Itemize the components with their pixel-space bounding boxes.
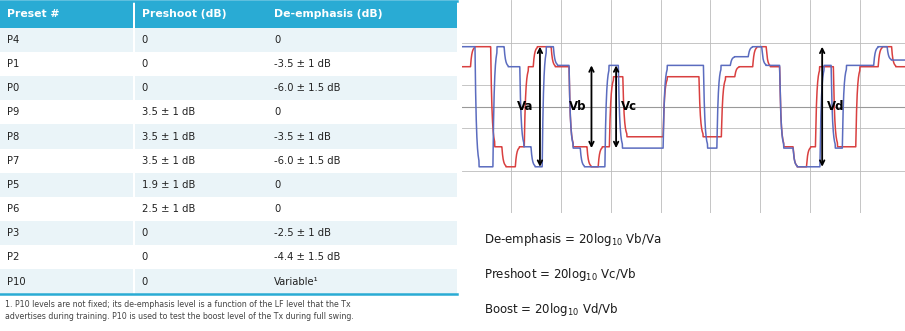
Bar xyxy=(0,124,132,149)
Text: -2.5 ± 1 dB: -2.5 ± 1 dB xyxy=(274,228,331,238)
Text: -3.5 ± 1 dB: -3.5 ± 1 dB xyxy=(274,131,331,142)
Bar xyxy=(267,197,457,221)
Text: P7: P7 xyxy=(7,156,19,166)
Text: P1: P1 xyxy=(7,59,19,69)
Bar xyxy=(135,149,267,173)
Bar xyxy=(267,221,457,245)
Text: 3.5 ± 1 dB: 3.5 ± 1 dB xyxy=(142,156,195,166)
Bar xyxy=(0,100,132,124)
Bar xyxy=(267,28,457,52)
Bar xyxy=(267,124,457,149)
Bar xyxy=(0,269,132,294)
Bar xyxy=(135,221,267,245)
Text: 0: 0 xyxy=(274,107,281,118)
Text: Vd: Vd xyxy=(826,100,844,113)
Text: De-emphasis (dB): De-emphasis (dB) xyxy=(274,9,383,19)
Bar xyxy=(0,173,132,197)
Text: Va: Va xyxy=(517,100,533,113)
Text: Vb: Vb xyxy=(568,100,586,113)
Text: Vc: Vc xyxy=(621,100,637,113)
Text: 0: 0 xyxy=(142,252,148,262)
Bar xyxy=(0,245,132,269)
Text: De-emphasis = 20log$_{10}$ Vb/Va: De-emphasis = 20log$_{10}$ Vb/Va xyxy=(484,231,662,248)
Text: 1. P10 levels are not fixed; its de-emphasis level is a function of the LF level: 1. P10 levels are not fixed; its de-emph… xyxy=(5,300,354,321)
Text: Preshoot (dB): Preshoot (dB) xyxy=(142,9,226,19)
Text: 1.9 ± 1 dB: 1.9 ± 1 dB xyxy=(142,180,195,190)
Text: -3.5 ± 1 dB: -3.5 ± 1 dB xyxy=(274,59,331,69)
Bar xyxy=(0,1,132,28)
Bar xyxy=(0,76,132,100)
Bar xyxy=(0,221,132,245)
Text: Preshoot = 20log$_{10}$ Vc/Vb: Preshoot = 20log$_{10}$ Vc/Vb xyxy=(484,266,636,283)
Bar xyxy=(0,52,132,76)
Text: 3.5 ± 1 dB: 3.5 ± 1 dB xyxy=(142,107,195,118)
Text: -6.0 ± 1.5 dB: -6.0 ± 1.5 dB xyxy=(274,83,340,93)
Text: P8: P8 xyxy=(7,131,19,142)
Bar xyxy=(135,28,267,52)
Bar xyxy=(267,245,457,269)
Text: 2.5 ± 1 dB: 2.5 ± 1 dB xyxy=(142,204,195,214)
Text: P3: P3 xyxy=(7,228,19,238)
Bar xyxy=(0,197,132,221)
Bar xyxy=(135,269,267,294)
Text: 0: 0 xyxy=(142,276,148,287)
Text: P9: P9 xyxy=(7,107,19,118)
Text: P6: P6 xyxy=(7,204,19,214)
Text: P2: P2 xyxy=(7,252,19,262)
Bar xyxy=(135,197,267,221)
Text: 0: 0 xyxy=(274,180,281,190)
Bar xyxy=(267,76,457,100)
Bar xyxy=(267,100,457,124)
Bar xyxy=(135,1,267,28)
Bar xyxy=(135,124,267,149)
Bar xyxy=(135,100,267,124)
Text: P5: P5 xyxy=(7,180,19,190)
Text: 0: 0 xyxy=(142,35,148,45)
Bar xyxy=(135,173,267,197)
Text: Boost = 20log$_{10}$ Vd/Vb: Boost = 20log$_{10}$ Vd/Vb xyxy=(484,301,618,318)
Text: Variable¹: Variable¹ xyxy=(274,276,319,287)
Bar xyxy=(267,269,457,294)
Bar xyxy=(267,149,457,173)
Text: 3.5 ± 1 dB: 3.5 ± 1 dB xyxy=(142,131,195,142)
Text: P4: P4 xyxy=(7,35,19,45)
Text: 0: 0 xyxy=(274,35,281,45)
Text: -6.0 ± 1.5 dB: -6.0 ± 1.5 dB xyxy=(274,156,340,166)
Text: Preset #: Preset # xyxy=(7,9,60,19)
Bar xyxy=(267,52,457,76)
Text: 0: 0 xyxy=(142,228,148,238)
Text: 0: 0 xyxy=(142,59,148,69)
Text: P0: P0 xyxy=(7,83,19,93)
Text: 0: 0 xyxy=(142,83,148,93)
Bar xyxy=(135,245,267,269)
Bar xyxy=(135,76,267,100)
Text: P10: P10 xyxy=(7,276,25,287)
Text: 0: 0 xyxy=(274,204,281,214)
Bar xyxy=(0,149,132,173)
Text: -4.4 ± 1.5 dB: -4.4 ± 1.5 dB xyxy=(274,252,340,262)
Bar xyxy=(267,1,457,28)
Bar xyxy=(135,52,267,76)
Bar xyxy=(267,173,457,197)
Bar xyxy=(0,28,132,52)
